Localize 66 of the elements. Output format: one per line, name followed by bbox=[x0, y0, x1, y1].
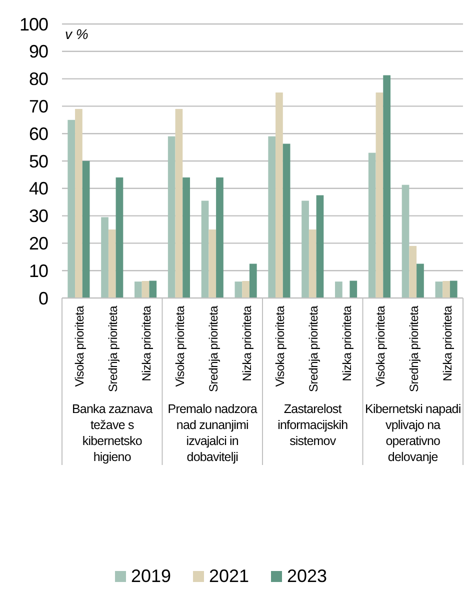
x-tick-label: Visoka prioriteta bbox=[273, 305, 288, 387]
x-tick-label: Srednja prioriteta bbox=[406, 305, 421, 392]
bar bbox=[249, 264, 257, 298]
bar bbox=[368, 152, 376, 298]
x-tick-label: Srednja prioriteta bbox=[106, 305, 120, 392]
bar bbox=[308, 230, 316, 298]
bar bbox=[208, 230, 216, 298]
x-tick-label: Visoka prioriteta bbox=[172, 305, 187, 387]
y-tick-label: 30 bbox=[28, 206, 48, 226]
text: Kibernetski napadi vplivajo na operativno delovanje bbox=[365, 402, 461, 464]
bar bbox=[282, 144, 290, 298]
x-tick-label: Srednja prioriteta bbox=[206, 305, 220, 392]
x-tick-label: Nizka prioriteta bbox=[440, 305, 454, 382]
bar bbox=[75, 108, 82, 298]
bar bbox=[409, 246, 417, 298]
x-tick-label: Srednja prioriteta bbox=[306, 305, 321, 392]
bar bbox=[68, 120, 76, 298]
x-tick-label: Visoka prioriteta bbox=[373, 305, 388, 387]
y-tick-label: 50 bbox=[28, 151, 48, 172]
y-tick-label: 90 bbox=[28, 42, 48, 62]
bar bbox=[242, 281, 250, 298]
x-tick-label: Visoka prioriteta bbox=[72, 305, 87, 387]
legend-label: 2021 bbox=[209, 566, 250, 586]
bar bbox=[416, 264, 424, 298]
y-tick-label: 20 bbox=[28, 234, 48, 254]
y-tick-label: 100 bbox=[19, 14, 48, 34]
bar bbox=[101, 217, 108, 298]
bar bbox=[134, 282, 142, 298]
bar bbox=[376, 92, 384, 298]
bar bbox=[316, 195, 324, 298]
bar bbox=[142, 281, 150, 298]
bar bbox=[350, 280, 358, 298]
x-tick-label: Nizka prioriteta bbox=[340, 305, 354, 382]
bar bbox=[450, 280, 458, 298]
bar bbox=[201, 200, 209, 298]
bar bbox=[175, 108, 183, 298]
bar bbox=[82, 161, 90, 298]
bar bbox=[276, 92, 283, 298]
x-tick-label: Nizka prioriteta bbox=[140, 305, 154, 382]
bar bbox=[435, 282, 443, 298]
legend-label: 2023 bbox=[287, 566, 328, 586]
bar bbox=[268, 136, 276, 298]
y-tick-label: 70 bbox=[28, 96, 48, 116]
y-tick-label: 60 bbox=[28, 124, 48, 144]
x-tick-label: Nizka prioriteta bbox=[240, 305, 254, 382]
text: Banka zaznava težave s kibernetsko higieno bbox=[72, 402, 153, 464]
bar bbox=[168, 136, 176, 298]
bar bbox=[234, 282, 242, 298]
y-axis-title: v % bbox=[65, 26, 88, 42]
y-tick-label: 40 bbox=[28, 178, 48, 199]
legend-label: 2019 bbox=[131, 566, 172, 586]
bar bbox=[182, 177, 190, 298]
bar bbox=[302, 200, 309, 298]
bar bbox=[442, 281, 450, 298]
bar bbox=[216, 177, 224, 298]
y-tick-label: 0 bbox=[38, 288, 48, 308]
bar bbox=[335, 282, 342, 298]
bar bbox=[402, 184, 410, 298]
bar bbox=[383, 75, 390, 298]
text: Premalo nadzora nad zunanjimi izvajalci in dobavitelji bbox=[168, 402, 258, 464]
bar bbox=[149, 280, 157, 298]
bar bbox=[116, 177, 124, 298]
y-tick-label: 10 bbox=[28, 260, 48, 281]
y-tick-label: 80 bbox=[28, 69, 48, 90]
text: Zastarelost informacijskih sistemov bbox=[278, 402, 348, 448]
bar bbox=[108, 230, 116, 298]
